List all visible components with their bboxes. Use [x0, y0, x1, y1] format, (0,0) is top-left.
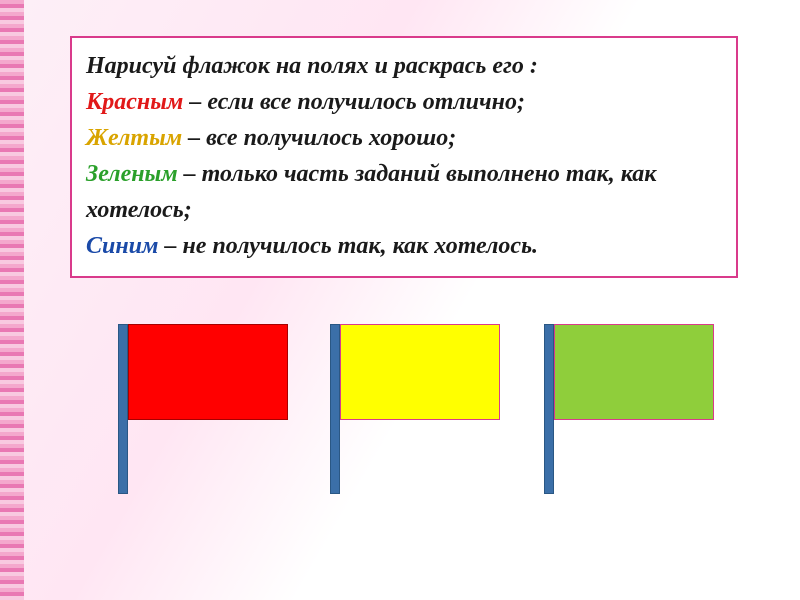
flag-cloth-green: [554, 324, 714, 420]
flag-pole: [330, 324, 340, 494]
flag-cloth-red: [128, 324, 288, 420]
flags-area: [0, 0, 800, 600]
flag-pole: [118, 324, 128, 494]
flag-cloth-yellow: [340, 324, 500, 420]
flag-pole: [544, 324, 554, 494]
